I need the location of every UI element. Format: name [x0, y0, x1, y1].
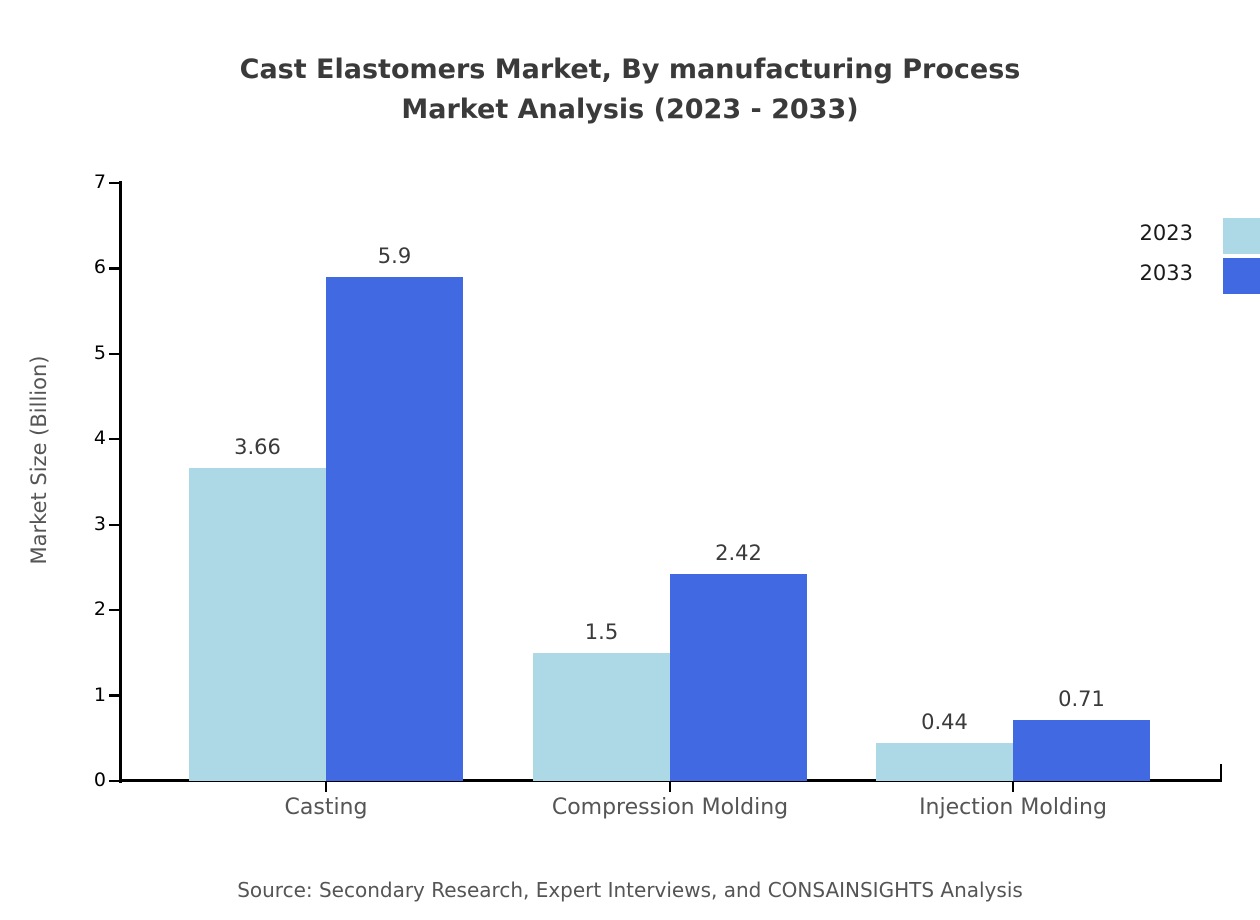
bar-2023-compression-molding[interactable] — [533, 652, 670, 781]
x-tick-label: Injection Molding — [919, 795, 1107, 820]
x-tick-mark — [324, 781, 328, 792]
bar-value-label: 0.44 — [921, 710, 968, 735]
y-tick-mark — [109, 181, 120, 185]
y-tick-label: 0 — [93, 769, 106, 791]
bar-2033-casting[interactable] — [326, 276, 463, 781]
y-tick-mark — [109, 694, 120, 697]
x-tick-mark — [1011, 781, 1015, 792]
y-tick-mark — [109, 267, 120, 270]
bar-2023-injection-molding[interactable] — [876, 743, 1013, 781]
legend-item-2033[interactable]: 2033 — [1100, 254, 1260, 294]
legend-label-2023: 2023 — [1139, 221, 1193, 245]
x-axis-right-end-tick — [1219, 764, 1223, 781]
y-axis-spine — [119, 181, 122, 783]
y-tick-mark — [109, 438, 120, 441]
x-tick-mark — [668, 781, 672, 792]
chart-legend: 2023 2033 — [1100, 214, 1260, 306]
y-tick-label: 1 — [93, 683, 106, 706]
y-tick-label: 2 — [93, 598, 106, 621]
y-tick-label: 7 — [93, 171, 106, 193]
bar-2033-injection-molding[interactable] — [1013, 720, 1150, 781]
y-tick-label: 6 — [93, 256, 106, 279]
bar-value-label: 0.71 — [1058, 687, 1105, 712]
chart-source-note: Source: Secondary Research, Expert Inter… — [237, 878, 1023, 902]
x-tick-label: Casting — [284, 795, 368, 820]
y-tick-mark — [109, 608, 120, 612]
bar-2023-casting[interactable] — [189, 468, 326, 781]
bar-value-label: 1.5 — [584, 619, 619, 644]
y-tick-label: 4 — [93, 427, 106, 450]
plot-area: 3.66 1.5 0.44 5.9 2.42 0.71 — [121, 183, 1222, 781]
y-axis-label: Market Size (Billion) — [27, 355, 51, 565]
y-tick-label: 3 — [93, 512, 106, 535]
legend-swatch-2033 — [1223, 258, 1260, 294]
chart-title-line-2: Market Analysis (2023 - 2033) — [401, 94, 859, 125]
legend-item-2023[interactable]: 2023 — [1100, 214, 1260, 254]
legend-label-2033: 2033 — [1139, 261, 1193, 285]
y-tick-mark — [109, 523, 120, 526]
chart-title-line-1: Cast Elastomers Market, By manufacturing… — [239, 54, 1021, 85]
bar-value-label: 5.9 — [377, 243, 412, 268]
y-tick-label: 5 — [93, 341, 106, 364]
bar-value-label: 2.42 — [715, 541, 762, 566]
x-tick-label: Compression Molding — [551, 795, 789, 820]
bar-value-label: 3.66 — [234, 435, 281, 460]
chart-title: Cast Elastomers Market, By manufacturing… — [0, 50, 1260, 130]
legend-swatch-2023 — [1223, 218, 1260, 254]
y-tick-mark — [109, 779, 120, 783]
y-tick-mark — [109, 352, 120, 356]
bar-2033-compression-molding[interactable] — [670, 574, 807, 781]
